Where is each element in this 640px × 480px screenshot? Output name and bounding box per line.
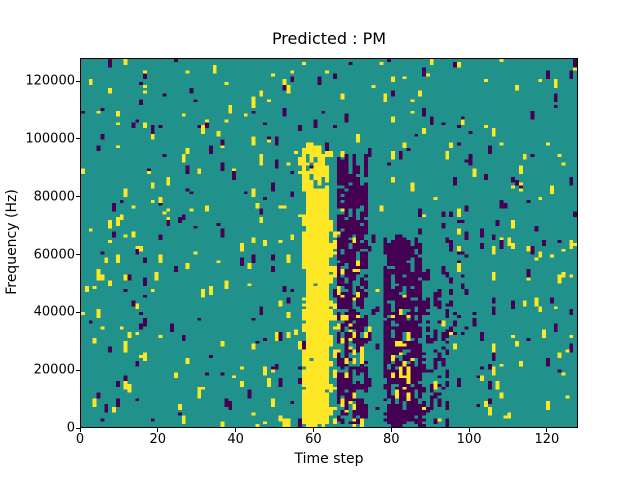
y-tick-mark <box>76 196 80 198</box>
y-tick-mark <box>76 311 80 313</box>
x-tick-label: 0 <box>75 432 85 447</box>
y-tick-label: 40000 <box>33 304 75 320</box>
x-tick-mark <box>157 428 159 432</box>
x-tick-mark <box>79 428 81 432</box>
chart-title: Predicted : PM <box>271 29 387 48</box>
y-tick-label: 60000 <box>33 247 75 263</box>
y-tick-mark <box>76 427 80 429</box>
x-tick-label: 40 <box>227 432 244 447</box>
y-tick-mark <box>76 80 80 82</box>
x-tick-label: 80 <box>382 432 400 447</box>
x-axis-label: Time step <box>294 451 364 467</box>
y-tick-label: 100000 <box>25 131 75 147</box>
y-tick-label: 20000 <box>33 362 75 378</box>
x-tick-label: 120 <box>534 432 560 447</box>
x-tick-label: 20 <box>149 432 167 447</box>
y-axis-label: Frequency (Hz) <box>4 189 20 295</box>
x-tick-mark <box>235 428 237 432</box>
heatmap-image <box>81 59 577 427</box>
x-tick-mark <box>312 428 314 432</box>
x-tick-label: 100 <box>456 432 482 447</box>
y-tick-label: 0 <box>66 420 75 436</box>
y-tick-mark <box>76 254 80 256</box>
x-tick-mark <box>546 428 548 432</box>
x-tick-mark <box>390 428 392 432</box>
y-tick-label: 120000 <box>25 73 75 89</box>
x-tick-mark <box>468 428 470 432</box>
y-tick-label: 80000 <box>33 189 75 205</box>
y-tick-mark <box>76 138 80 140</box>
plot-area <box>80 58 578 428</box>
x-tick-label: 60 <box>305 432 322 447</box>
y-tick-mark <box>76 369 80 371</box>
